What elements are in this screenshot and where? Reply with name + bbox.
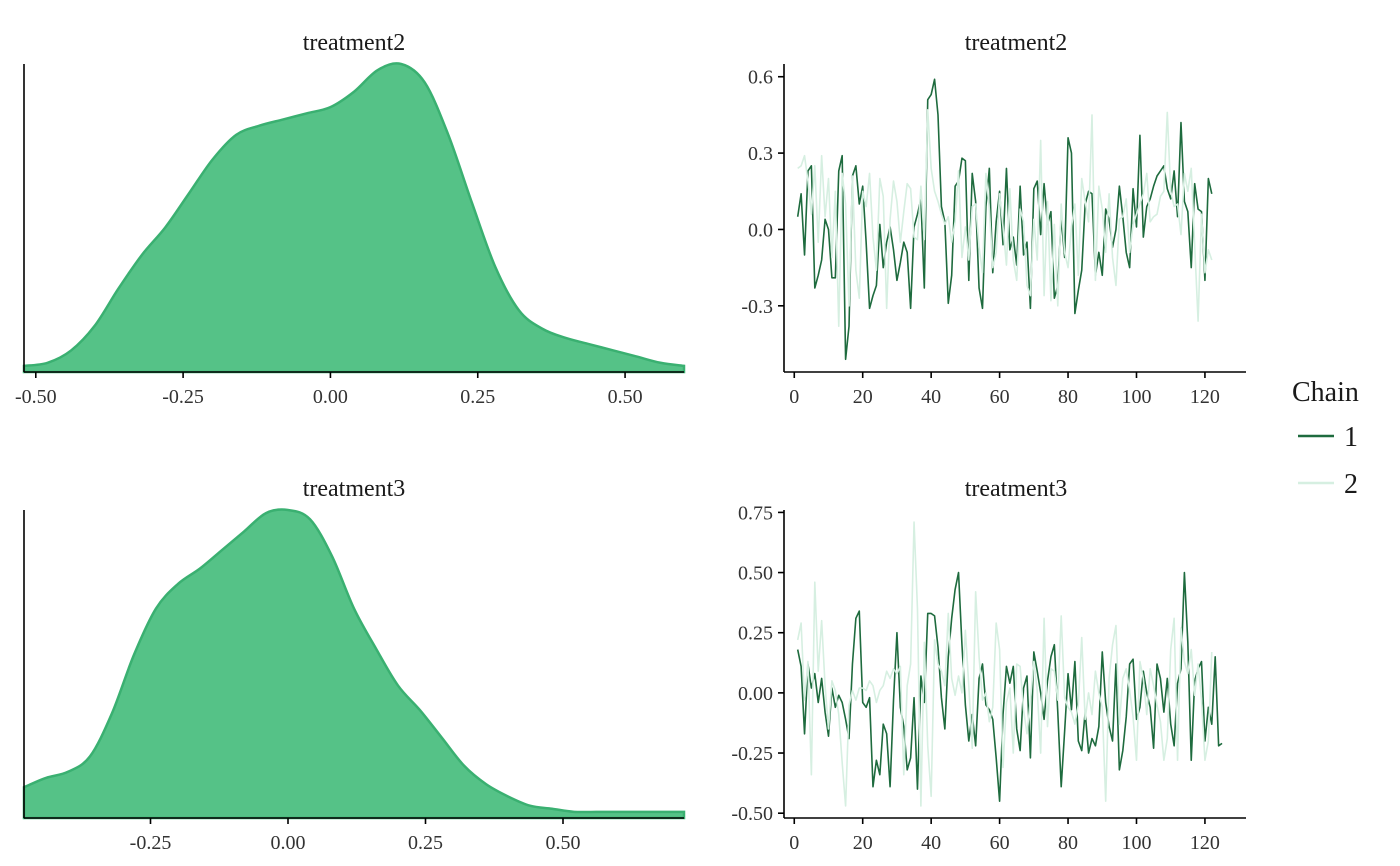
panel-title: treatment2 xyxy=(303,30,406,56)
trace-line-chain-1 xyxy=(796,78,1213,361)
x-tick-label: 80 xyxy=(1058,832,1078,854)
x-tick-label: 0.50 xyxy=(546,832,581,854)
x-tick-label: -0.25 xyxy=(162,386,204,408)
x-tick-label: 0.50 xyxy=(608,386,643,408)
y-tick-label: -0.50 xyxy=(731,803,773,825)
x-tick-label: 0.25 xyxy=(408,832,443,854)
density-area xyxy=(22,508,686,820)
x-tick-label: 40 xyxy=(921,386,941,408)
y-tick-label: 0.25 xyxy=(738,623,773,645)
x-tick-label: 0.00 xyxy=(313,386,348,408)
x-tick-label: 100 xyxy=(1121,386,1151,408)
y-tick-label: 0.50 xyxy=(738,563,773,585)
y-tick-label: 0.6 xyxy=(748,67,773,89)
legend-label-chain-2: 2 xyxy=(1344,469,1358,500)
y-tick-label: 0.0 xyxy=(748,219,773,241)
x-tick-label: 20 xyxy=(853,386,873,408)
x-tick-label: 0.00 xyxy=(271,832,306,854)
x-tick-label: 20 xyxy=(853,832,873,854)
y-tick-label: -0.3 xyxy=(741,296,773,318)
density-panel-treatment3: treatment3 -0.25 0.00 0.25 0.50 xyxy=(22,476,686,854)
panel-title: treatment2 xyxy=(965,30,1068,56)
x-tick-label: 40 xyxy=(921,832,941,854)
x-tick-label: -0.25 xyxy=(130,832,172,854)
legend: Chain 1 2 xyxy=(1292,377,1359,500)
x-tick-label: 100 xyxy=(1121,832,1151,854)
density-panel-treatment2: treatment2 -0.50 -0.25 0.00 0.25 0.50 xyxy=(15,30,686,408)
trace-panel-treatment3: treatment3 -0.50 -0.25 0.00 0.25 0.50 0.75 0 20… xyxy=(731,476,1246,854)
legend-label-chain-1: 1 xyxy=(1344,422,1358,453)
x-tick-label: -0.50 xyxy=(15,386,57,408)
panel-title: treatment3 xyxy=(303,476,406,502)
x-tick-label: 60 xyxy=(990,832,1010,854)
y-tick-label: 0.00 xyxy=(738,683,773,705)
panel-title: treatment3 xyxy=(965,476,1068,502)
y-tick-label: -0.25 xyxy=(731,743,773,765)
x-tick-label: 120 xyxy=(1190,386,1220,408)
y-tick-label: 0.75 xyxy=(738,502,773,524)
trace-panel-treatment2: treatment2 -0.3 0.0 0.3 0.6 0 20 40 60 80 100 120 xyxy=(741,30,1246,408)
x-tick-label: 0 xyxy=(789,386,799,408)
trace-line-chain-2 xyxy=(797,109,1213,327)
trace-line-chain-1 xyxy=(796,571,1223,802)
density-area xyxy=(22,62,686,374)
trace-line-chain-2 xyxy=(796,521,1213,807)
x-tick-label: 120 xyxy=(1190,832,1220,854)
x-tick-label: 0.25 xyxy=(460,386,495,408)
y-tick-label: 0.3 xyxy=(748,143,773,165)
legend-title: Chain xyxy=(1292,377,1359,408)
x-tick-label: 60 xyxy=(990,386,1010,408)
x-tick-label: 0 xyxy=(789,832,799,854)
x-tick-label: 80 xyxy=(1058,386,1078,408)
